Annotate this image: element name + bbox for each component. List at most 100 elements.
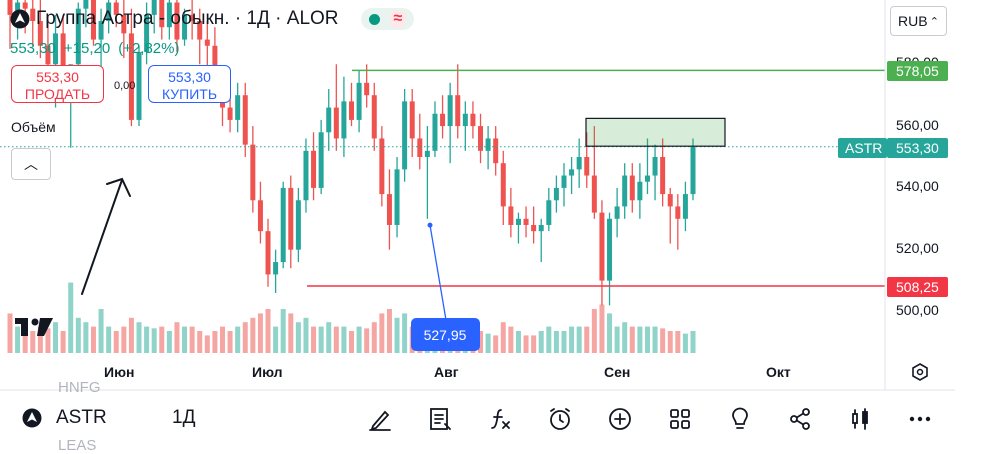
astra-logo-icon: [22, 408, 42, 428]
volume-bar: [599, 304, 605, 353]
candle: [318, 119, 324, 195]
price-change: +15,20: [63, 40, 111, 57]
candle: [349, 82, 354, 127]
candle: [432, 101, 438, 157]
candle: [652, 144, 658, 201]
last-price: 553,30: [10, 40, 56, 57]
volume-bar: [303, 317, 309, 353]
chart-type-icon[interactable]: [846, 405, 874, 433]
candle: [257, 181, 263, 244]
resistance-price-text: 578,05: [896, 63, 939, 79]
volume-bar: [629, 326, 635, 353]
add-icon[interactable]: [606, 405, 634, 433]
candle: [7, 0, 13, 49]
candle: [599, 200, 605, 306]
candle: [409, 89, 415, 157]
support-price-label: [887, 277, 948, 297]
candle: [508, 187, 514, 238]
candle: [576, 138, 582, 188]
callout-box[interactable]: [411, 318, 480, 351]
volume-bar: [45, 328, 51, 353]
candle: [660, 138, 666, 207]
volume-bar: [371, 322, 377, 353]
volume-bar: [333, 326, 339, 353]
drawn-arrow[interactable]: [81, 177, 131, 295]
candle: [288, 175, 294, 269]
candle: [273, 249, 279, 293]
symbol-tag-text: ASTR: [845, 140, 882, 156]
candle: [538, 218, 544, 263]
volume-bar: [531, 335, 537, 353]
candle: [523, 206, 529, 238]
volume-bar: [204, 335, 210, 353]
alert-clock-icon[interactable]: [546, 405, 574, 433]
volume-bar: [402, 313, 408, 353]
candle: [394, 157, 400, 238]
share-icon[interactable]: [786, 405, 814, 433]
volume-bar: [83, 322, 89, 353]
volume-indicator-label[interactable]: Объём: [11, 119, 56, 135]
buy-button[interactable]: 553,30 КУПИТЬ: [148, 65, 231, 103]
draw-icon[interactable]: [366, 405, 394, 433]
volume-bar: [37, 326, 43, 353]
candle: [417, 113, 423, 170]
volume-bar: [311, 326, 317, 353]
layouts-icon[interactable]: [666, 405, 694, 433]
status-pill[interactable]: ≈: [360, 8, 415, 30]
volume-bar: [675, 331, 681, 353]
chart-settings-icon[interactable]: [912, 363, 928, 381]
candle: [182, 8, 188, 46]
volume-bar: [98, 309, 104, 353]
volume-bars: [7, 282, 696, 353]
support-price-text: 508,25: [896, 279, 939, 295]
candle: [500, 150, 506, 225]
volume-bar: [690, 331, 696, 353]
volume-bar: [250, 317, 256, 353]
candle: [280, 181, 286, 269]
volume-bar: [326, 322, 332, 353]
volume-bar: [7, 313, 13, 353]
candle: [189, 0, 195, 40]
volume-bar: [295, 322, 301, 353]
note-icon[interactable]: [426, 405, 454, 433]
volume-bar: [182, 326, 188, 353]
candle: [440, 95, 446, 139]
highlight-rectangle[interactable]: [585, 117, 726, 147]
collapse-button[interactable]: ︿: [11, 148, 51, 180]
candle: [629, 163, 635, 213]
volume-bar: [280, 309, 286, 353]
volume-bar: [356, 326, 362, 353]
candle: [553, 175, 559, 213]
volume-bar: [106, 326, 112, 353]
chart-annotations[interactable]: 527,95: [0, 69, 885, 351]
currency-value: RUB: [898, 13, 928, 29]
last-price-text: 553,30: [896, 140, 939, 156]
volume-bar: [15, 326, 21, 353]
indicators-icon[interactable]: [486, 405, 514, 433]
candle: [531, 206, 537, 244]
volume-bar: [113, 331, 119, 353]
candle: [174, 0, 180, 52]
volume-bar: [478, 331, 484, 353]
symbol-selector[interactable]: ASTR: [22, 407, 107, 429]
chart-header[interactable]: Группа Астра - обыкн. · 1Д · ALOR ≈: [10, 8, 415, 30]
volume-bar: [561, 331, 567, 353]
more-icon[interactable]: [906, 405, 934, 433]
volume-bar: [288, 313, 294, 353]
time-axis[interactable]: Июн Июл Авг Сен Окт: [104, 364, 791, 380]
candle: [447, 82, 453, 164]
symbol-name: ASTR: [56, 407, 107, 428]
volume-bar: [515, 331, 521, 353]
ideas-bulb-icon[interactable]: [726, 405, 754, 433]
candle: [136, 45, 142, 127]
volume-bar: [622, 322, 628, 353]
candle: [159, 0, 165, 40]
candle: [515, 212, 521, 244]
candle: [637, 163, 643, 219]
time-tick: Авг: [434, 364, 459, 380]
currency-select[interactable]: RUB ⌃: [890, 6, 947, 36]
timeframe-selector[interactable]: 1Д: [172, 407, 196, 428]
volume-bar: [660, 328, 666, 353]
sell-button[interactable]: 553,30 ПРОДАТЬ: [11, 65, 104, 103]
